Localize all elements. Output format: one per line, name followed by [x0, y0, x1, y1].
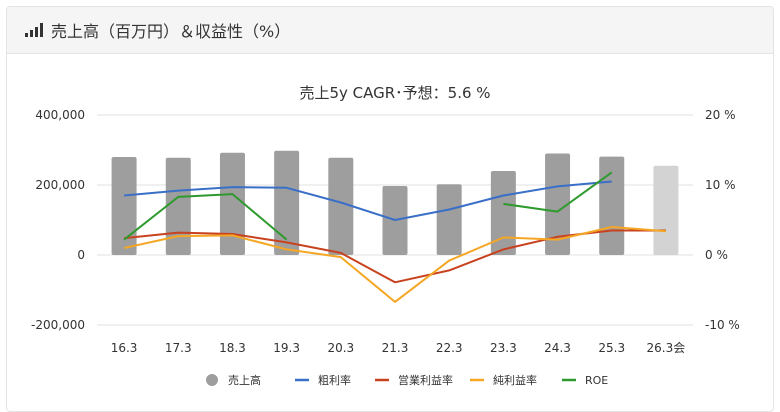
chart-title: 売上5y CAGR･予想：5.6 % [299, 84, 490, 102]
card-title: 売上高（百万円）＆収益性（%） [51, 22, 291, 41]
y-left-tick-label: 0 [77, 248, 85, 262]
y-right-tick-label: 20 % [705, 108, 736, 122]
chart-card: 売上高（百万円）＆収益性（%） 売上5y CAGR･予想：5.6 % 400,00… [6, 6, 774, 412]
bar-23.3 [490, 171, 516, 255]
card-header: 売上高（百万円）＆収益性（%） [7, 7, 773, 54]
chart-svg: 売上5y CAGR･予想：5.6 % 400,000 200,000 0 -200,00… [31, 84, 740, 387]
bar-24.3 [545, 153, 571, 255]
line-series-ROE [123, 193, 288, 241]
x-tick-label: 22.3 [436, 341, 463, 355]
bar-25.3 [599, 156, 625, 255]
y-right-tick-label: -10 % [705, 318, 740, 332]
legend-label-純利益率: 純利益率 [493, 373, 537, 387]
legend-label-粗利率: 粗利率 [318, 373, 351, 387]
x-tick-label: 25.3 [598, 341, 625, 355]
x-tick-label: 21.3 [382, 341, 409, 355]
x-tick-label: 26.3会 [647, 341, 686, 355]
y-left-tick-label: -200,000 [31, 318, 85, 332]
bar-17.3 [165, 157, 191, 255]
legend-label-ROE: ROE [585, 374, 608, 387]
bar-22.3 [436, 184, 462, 255]
line-series-純利益率 [123, 226, 666, 303]
x-tick-label: 24.3 [544, 341, 571, 355]
x-tick-label: 20.3 [327, 341, 354, 355]
bar-19.3 [274, 150, 300, 255]
legend-marker-売上高 [206, 374, 218, 386]
bar-26.3会 [653, 165, 679, 255]
x-tick-label: 17.3 [165, 341, 192, 355]
signal-bars-icon [25, 23, 43, 37]
bar-18.3 [219, 152, 245, 255]
y-left-tick-label: 200,000 [35, 178, 85, 192]
y-right-tick-label: 10 % [705, 178, 736, 192]
x-tick-label: 18.3 [219, 341, 246, 355]
legend-label-営業利益率: 営業利益率 [398, 373, 453, 387]
line-series-ROE [503, 171, 613, 213]
bar-16.3 [111, 157, 137, 255]
y-left-tick-label: 400,000 [35, 108, 85, 122]
legend-label-売上高: 売上高 [228, 373, 261, 387]
line-series-粗利率 [124, 180, 612, 221]
x-tick-label: 23.3 [490, 341, 517, 355]
y-right-tick-label: 0 % [705, 248, 728, 262]
x-tick-label: 16.3 [111, 341, 138, 355]
bar-20.3 [328, 157, 354, 255]
x-tick-label: 19.3 [273, 341, 300, 355]
